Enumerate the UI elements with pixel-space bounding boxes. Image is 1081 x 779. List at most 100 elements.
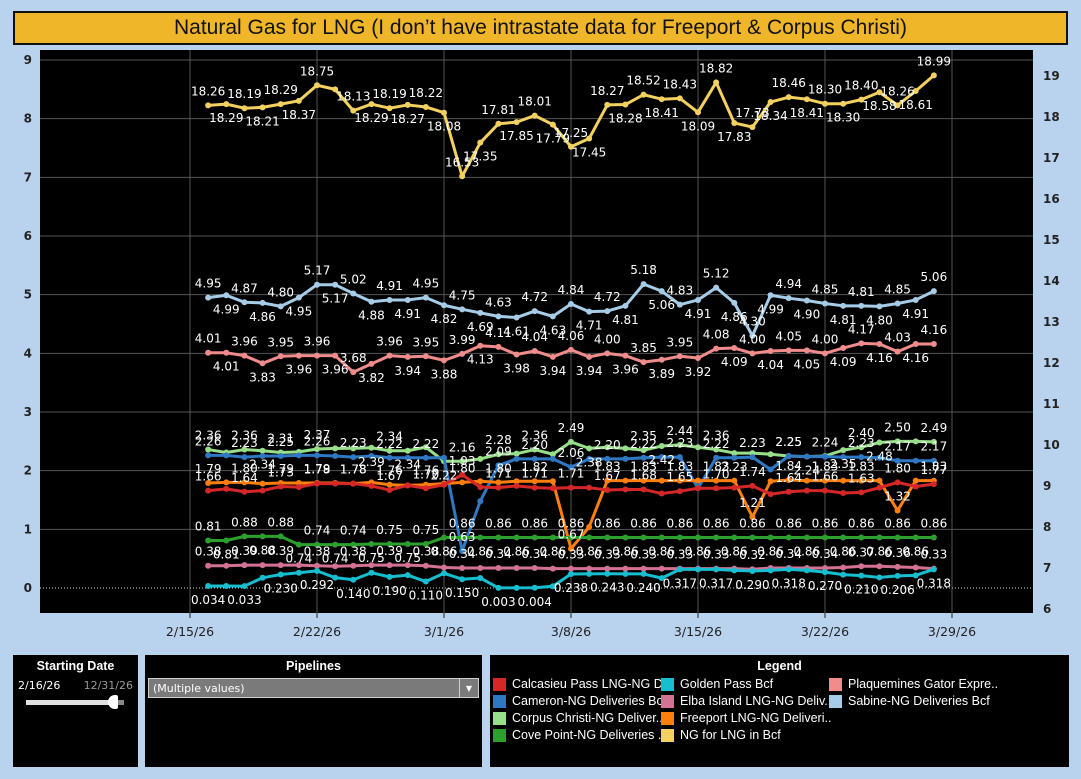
data-point[interactable] xyxy=(785,488,792,495)
data-point[interactable] xyxy=(749,332,756,339)
data-point[interactable] xyxy=(640,570,647,577)
data-point[interactable] xyxy=(876,454,883,461)
data-point[interactable] xyxy=(386,352,393,359)
data-point[interactable] xyxy=(822,487,828,494)
data-point[interactable] xyxy=(223,292,230,299)
data-point[interactable] xyxy=(549,478,556,485)
data-point[interactable] xyxy=(495,120,502,127)
data-point[interactable] xyxy=(241,488,248,495)
data-point[interactable] xyxy=(241,454,248,461)
data-point[interactable] xyxy=(295,452,302,459)
data-point[interactable] xyxy=(513,584,520,591)
data-point[interactable] xyxy=(858,477,865,484)
data-point[interactable] xyxy=(912,438,919,445)
data-point[interactable] xyxy=(422,541,429,547)
data-point[interactable] xyxy=(568,346,574,353)
data-point[interactable] xyxy=(876,563,883,570)
data-point[interactable] xyxy=(241,446,248,453)
slider-handle[interactable] xyxy=(108,695,119,709)
data-point[interactable] xyxy=(731,454,738,461)
data-point[interactable] xyxy=(894,457,901,464)
data-point[interactable] xyxy=(803,567,810,574)
data-point[interactable] xyxy=(441,570,447,577)
data-point[interactable] xyxy=(822,300,828,307)
data-point[interactable] xyxy=(912,572,919,579)
data-point[interactable] xyxy=(713,454,720,461)
data-point[interactable] xyxy=(495,451,502,458)
data-point[interactable] xyxy=(332,453,339,459)
data-point[interactable] xyxy=(604,101,611,108)
data-point[interactable] xyxy=(568,534,574,541)
data-point[interactable] xyxy=(422,578,429,585)
data-point[interactable] xyxy=(658,534,665,541)
data-point[interactable] xyxy=(259,104,266,111)
date-slider[interactable] xyxy=(26,695,124,709)
data-point[interactable] xyxy=(477,139,484,146)
data-point[interactable] xyxy=(404,353,411,360)
data-point[interactable] xyxy=(241,533,248,540)
data-point[interactable] xyxy=(658,477,665,484)
data-point[interactable] xyxy=(531,308,538,315)
end-date-value[interactable]: 12/31/26 xyxy=(83,679,133,692)
data-point[interactable] xyxy=(205,479,212,486)
data-point[interactable] xyxy=(840,477,847,484)
data-point[interactable] xyxy=(785,347,792,354)
data-point[interactable] xyxy=(277,533,284,540)
data-point[interactable] xyxy=(386,573,393,580)
data-point[interactable] xyxy=(223,349,230,356)
data-point[interactable] xyxy=(658,490,665,497)
data-point[interactable] xyxy=(568,464,574,471)
data-point[interactable] xyxy=(295,569,302,576)
data-point[interactable] xyxy=(713,345,720,352)
data-point[interactable] xyxy=(386,454,393,461)
data-point[interactable] xyxy=(658,356,665,363)
data-point[interactable] xyxy=(549,583,556,590)
data-point[interactable] xyxy=(477,575,484,582)
data-point[interactable] xyxy=(459,576,466,583)
data-point[interactable] xyxy=(205,102,212,109)
data-point[interactable] xyxy=(622,352,629,359)
data-point[interactable] xyxy=(840,564,847,571)
data-point[interactable] xyxy=(876,484,883,491)
data-point[interactable] xyxy=(277,453,284,459)
data-point[interactable] xyxy=(731,567,738,574)
data-point[interactable] xyxy=(332,281,339,288)
data-point[interactable] xyxy=(695,355,701,362)
data-point[interactable] xyxy=(259,299,266,306)
data-point[interactable] xyxy=(332,445,339,452)
data-point[interactable] xyxy=(549,455,556,462)
data-point[interactable] xyxy=(422,353,429,360)
data-point[interactable] xyxy=(604,570,611,577)
data-point[interactable] xyxy=(223,537,230,544)
data-point[interactable] xyxy=(495,534,502,541)
data-point[interactable] xyxy=(840,345,847,352)
data-point[interactable] xyxy=(531,478,538,485)
data-point[interactable] xyxy=(767,292,774,299)
data-point[interactable] xyxy=(803,96,810,103)
data-point[interactable] xyxy=(749,454,756,461)
data-point[interactable] xyxy=(422,294,429,301)
data-point[interactable] xyxy=(404,447,411,454)
data-point[interactable] xyxy=(912,296,919,303)
data-point[interactable] xyxy=(477,478,484,485)
data-point[interactable] xyxy=(767,491,774,498)
data-point[interactable] xyxy=(422,103,429,110)
legend-item[interactable]: Corpus Christi-NG Deliver.. xyxy=(493,711,663,725)
data-point[interactable] xyxy=(767,466,774,473)
data-point[interactable] xyxy=(640,454,647,461)
data-point[interactable] xyxy=(422,444,429,451)
data-point[interactable] xyxy=(749,450,756,457)
data-point[interactable] xyxy=(822,350,828,357)
data-point[interactable] xyxy=(404,562,411,569)
data-point[interactable] xyxy=(513,534,520,541)
data-point[interactable] xyxy=(822,565,828,572)
data-point[interactable] xyxy=(894,300,901,307)
data-point[interactable] xyxy=(549,353,556,360)
data-point[interactable] xyxy=(277,571,284,578)
data-point[interactable] xyxy=(586,570,593,577)
data-point[interactable] xyxy=(749,534,756,541)
data-point[interactable] xyxy=(840,454,847,461)
data-point[interactable] xyxy=(531,112,538,119)
data-point[interactable] xyxy=(767,451,774,458)
data-point[interactable] xyxy=(368,453,375,459)
